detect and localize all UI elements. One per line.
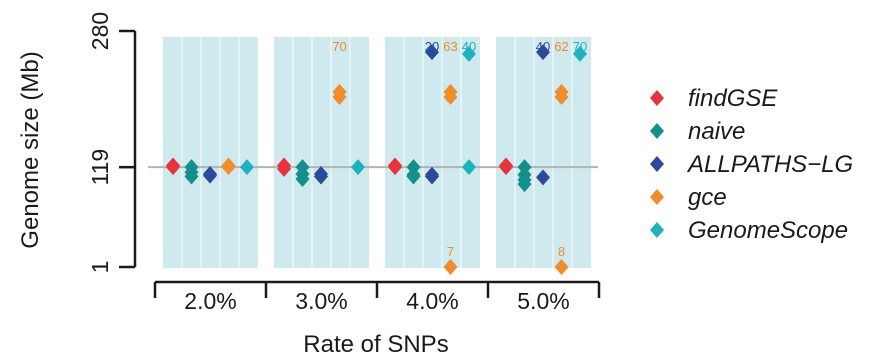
data-point-findgse [277, 160, 291, 177]
data-point-gce [554, 88, 569, 105]
annotation-label: 63 [443, 39, 457, 54]
x-ticks: 2.0% 3.0% 4.0% 5.0% [184, 288, 569, 314]
legend-marker [650, 123, 664, 139]
data-point-gce [332, 88, 347, 105]
legend-label: ALLPATHS−LG [686, 151, 853, 178]
legend-marker [650, 189, 664, 205]
data-point-naive [295, 171, 310, 188]
annotation-label: 7 [447, 244, 454, 259]
y-ticks: 1 119 280 [87, 12, 135, 274]
data-point-allpathslg [203, 167, 217, 184]
legend-marker [650, 222, 664, 238]
x-axis-title: Rate of SNPs [303, 331, 448, 358]
data-point-naive [406, 168, 421, 185]
legend: findGSE naive ALLPATHS−LG gce GenomeScope [650, 85, 853, 244]
data-point-naive [184, 168, 199, 185]
annotation-label: 62 [554, 39, 568, 54]
data-point-gce [443, 259, 458, 275]
legend-label: GenomeScope [688, 217, 848, 244]
legend-label: naive [688, 118, 745, 145]
x-axis [153, 280, 601, 298]
y-tick-label: 119 [87, 149, 113, 186]
legend-marker [650, 90, 664, 106]
annotations: 70 20 63 40 7 40 62 70 8 [332, 39, 587, 259]
annotation-label: 70 [573, 39, 587, 54]
data-point-allpathslg [425, 168, 439, 185]
x-tick-label: 3.0% [295, 288, 347, 314]
y-tick-label: 280 [87, 12, 113, 50]
data-point-genomescope [462, 159, 476, 176]
annotation-label: 20 [425, 39, 439, 54]
y-axis-title: Genome size (Mb) [17, 51, 44, 248]
x-tick-label: 2.0% [184, 288, 236, 314]
annotation-label: 70 [332, 39, 346, 54]
legend-label: gce [688, 184, 727, 211]
data-point-findgse [499, 159, 513, 176]
x-tick-label: 5.0% [517, 288, 569, 314]
y-tick-label: 1 [87, 261, 113, 274]
data-point-gce [443, 88, 458, 105]
data-point-genomescope [462, 45, 476, 62]
data-point-findgse [166, 159, 180, 176]
data-point-allpathslg [425, 44, 439, 61]
data-point-findgse [388, 159, 402, 176]
category-panel [274, 37, 369, 268]
annotation-label: 8 [558, 244, 565, 259]
legend-marker [650, 156, 664, 172]
category-panel [163, 37, 258, 268]
legend-label: findGSE [688, 85, 778, 112]
data-point-allpathslg [536, 169, 550, 186]
data-point-allpathslg [536, 44, 550, 61]
data-point-genomescope [351, 159, 365, 176]
data-points [166, 44, 587, 275]
x-tick-label: 4.0% [406, 288, 458, 314]
data-point-allpathslg [314, 168, 328, 185]
data-point-naive [517, 176, 532, 193]
category-panel [385, 37, 480, 268]
category-panel [496, 37, 591, 268]
data-point-gce [221, 159, 236, 176]
data-point-genomescope [240, 159, 254, 176]
data-point-genomescope [573, 45, 587, 62]
annotation-label: 40 [462, 39, 476, 54]
annotation-label: 40 [536, 39, 550, 54]
data-point-gce [554, 259, 569, 275]
category-panels [163, 37, 591, 268]
